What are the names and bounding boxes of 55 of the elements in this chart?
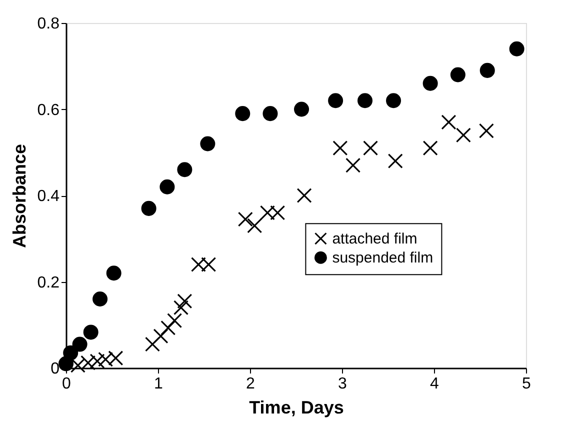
point (422, 140, 438, 156)
point (357, 93, 373, 108)
point (296, 188, 312, 204)
point (262, 106, 278, 122)
point (177, 294, 192, 309)
y-tick-label: 0.8 (37, 16, 60, 32)
point (478, 123, 494, 138)
point (92, 292, 108, 306)
point (363, 140, 378, 156)
y-axis-title: Absorbance (9, 144, 30, 248)
point (160, 179, 175, 194)
point (72, 336, 88, 352)
point (294, 102, 310, 117)
point (177, 162, 192, 178)
point (480, 62, 495, 78)
point (235, 106, 250, 122)
point (386, 93, 402, 108)
point (153, 328, 168, 344)
point (238, 212, 253, 227)
x-axis-title: Time, Days (249, 398, 344, 418)
point (200, 136, 216, 152)
x-tick-label: 4 (430, 376, 440, 392)
point (144, 336, 160, 352)
point (90, 354, 105, 369)
point (422, 76, 438, 91)
point (328, 93, 344, 108)
y-tick-label: 0 (50, 360, 60, 378)
point (70, 358, 86, 373)
point (83, 324, 98, 340)
point (509, 41, 524, 56)
point (80, 355, 96, 370)
x-tick-label: 5 (522, 376, 532, 392)
point (247, 218, 262, 234)
point (346, 158, 361, 173)
point (58, 356, 74, 372)
point (456, 128, 471, 143)
x-tick-label: 2 (246, 376, 256, 392)
legend-label: attached film (332, 230, 418, 248)
point (450, 67, 466, 82)
point (160, 320, 176, 336)
point (441, 114, 456, 130)
point (63, 345, 78, 360)
point (332, 140, 348, 156)
y-tick-label: 0.6 (37, 102, 60, 119)
point (141, 200, 156, 216)
x-tick-label: 0 (62, 376, 72, 392)
point (106, 266, 122, 281)
point (173, 300, 189, 316)
point (388, 153, 403, 169)
x-tick-label: 1 (154, 376, 164, 392)
legend-label: suspended film (332, 250, 434, 267)
x-tick-label: 3 (338, 376, 348, 392)
point (167, 313, 182, 328)
y-tick-label: 0.4 (37, 188, 60, 205)
y-tick-label: 0.2 (37, 274, 60, 292)
